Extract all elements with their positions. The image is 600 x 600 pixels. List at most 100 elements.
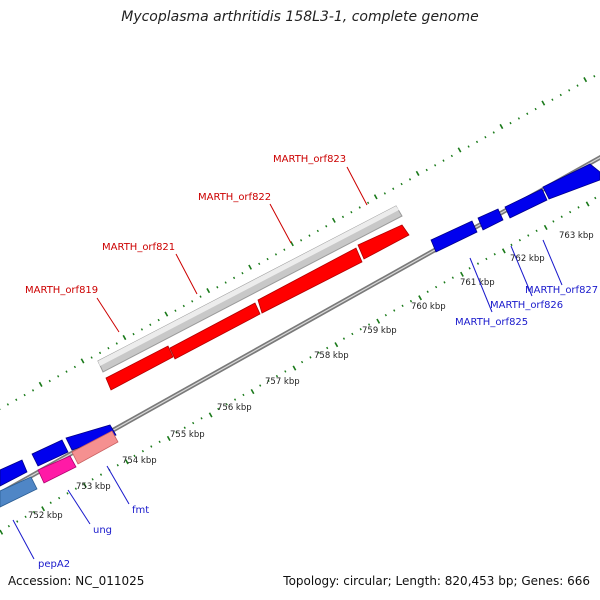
outer-ring-tick bbox=[367, 201, 370, 205]
inner-ring-tick bbox=[192, 421, 195, 425]
label-marth-orf821[interactable]: MARTH_orf821 bbox=[102, 242, 175, 253]
inner-ring-tick bbox=[133, 454, 136, 458]
inner-ring-tick bbox=[501, 248, 506, 254]
inner-ring-tick bbox=[359, 328, 362, 331]
outer-ring-tick bbox=[65, 370, 68, 373]
outer-ring-tick bbox=[248, 264, 253, 270]
outer-ring-tick bbox=[274, 253, 278, 256]
outer-ring-tick bbox=[191, 300, 194, 303]
inner-ring-tick bbox=[543, 224, 548, 230]
inner-ring-tick bbox=[259, 384, 262, 387]
outer-ring-tick bbox=[122, 334, 127, 341]
inner-ring-tick bbox=[49, 501, 52, 504]
inner-ring-tick bbox=[284, 370, 287, 373]
outer-ring-tick bbox=[23, 393, 26, 397]
feature-marth-orf819[interactable] bbox=[105, 345, 174, 391]
feature-left-blue-1[interactable] bbox=[0, 459, 28, 487]
tick-label-758: 758 kbp bbox=[314, 351, 349, 361]
inner-ring-tick bbox=[409, 299, 413, 303]
outer-ring-tick bbox=[551, 98, 554, 101]
inner-ring-tick bbox=[460, 271, 464, 277]
inner-ring-tick bbox=[585, 201, 590, 207]
label-ung[interactable]: ung bbox=[93, 525, 112, 536]
outer-ring-tick bbox=[408, 178, 412, 181]
inner-ring-tick bbox=[577, 206, 580, 209]
leader-pepA2 bbox=[12, 519, 35, 560]
feature-left-blue-3[interactable] bbox=[65, 424, 117, 451]
label-marth-orf822[interactable]: MARTH_orf822 bbox=[198, 192, 271, 203]
outer-ring-tick bbox=[38, 381, 43, 387]
outer-ring-tick bbox=[283, 248, 286, 251]
feature-fmt[interactable] bbox=[71, 430, 119, 465]
inner-ring-tick bbox=[485, 257, 488, 261]
outer-ring-tick bbox=[98, 351, 102, 355]
outer-ring-tick bbox=[232, 276, 236, 280]
tick-label-753: 753 kbp bbox=[76, 482, 111, 492]
inner-ring-tick bbox=[334, 342, 339, 348]
label-fmt[interactable]: fmt bbox=[132, 505, 149, 516]
feature-left-blue-2[interactable] bbox=[31, 439, 69, 467]
tick-label-759: 759 kbp bbox=[362, 326, 397, 336]
inner-ring-tick bbox=[451, 276, 454, 279]
outer-ring-tick bbox=[132, 332, 135, 336]
feature-marth-orf827[interactable] bbox=[504, 188, 548, 219]
outer-ring-tick bbox=[157, 318, 160, 322]
label-marth-orf825[interactable]: MARTH_orf825 bbox=[455, 317, 528, 328]
feature-orf-edge[interactable] bbox=[542, 163, 600, 200]
feature-marth-orf826[interactable] bbox=[477, 208, 504, 231]
label-marth-orf826[interactable]: MARTH_orf826 bbox=[490, 300, 563, 311]
feature-marth-orf822[interactable] bbox=[257, 247, 363, 314]
outer-ring-tick bbox=[434, 164, 437, 167]
outer-ring-tick bbox=[583, 77, 588, 83]
outer-ring-tick bbox=[400, 182, 403, 186]
tick-label-761: 761 kbp bbox=[460, 278, 495, 288]
inner-ring-tick bbox=[24, 515, 27, 519]
outer-ring-tick bbox=[415, 170, 420, 176]
feature-marth-orf825[interactable] bbox=[430, 220, 478, 253]
label-marth-orf819[interactable]: MARTH_orf819 bbox=[25, 285, 98, 296]
inner-ring-tick bbox=[326, 346, 329, 350]
inner-ring-tick bbox=[518, 238, 521, 242]
outer-ring-tick bbox=[57, 375, 60, 378]
outer-ring-tick bbox=[568, 89, 571, 92]
label-pepA2[interactable]: pepA2 bbox=[38, 559, 70, 570]
outer-ring-tick bbox=[216, 286, 219, 289]
inner-ring-tick bbox=[200, 417, 203, 420]
outer-ring-tick bbox=[31, 389, 35, 392]
outer-ring-tick bbox=[484, 135, 487, 139]
label-marth-orf823[interactable]: MARTH_orf823 bbox=[273, 154, 346, 165]
outer-ring-tick bbox=[140, 328, 144, 331]
inner-ring-tick bbox=[158, 440, 161, 444]
inner-ring-tick bbox=[83, 482, 87, 488]
inner-ring-tick bbox=[594, 196, 597, 200]
outer-ring-tick bbox=[316, 229, 319, 233]
inner-ring-tick bbox=[476, 262, 480, 265]
outer-ring-tick bbox=[341, 215, 345, 219]
outer-ring-tick bbox=[164, 311, 169, 317]
inner-ring-tick bbox=[367, 323, 371, 326]
leader-marth-orf827 bbox=[542, 239, 563, 286]
inner-ring-tick bbox=[493, 253, 496, 256]
outer-ring-tick bbox=[593, 75, 596, 78]
feature-marth-orf823[interactable] bbox=[357, 224, 410, 260]
outer-ring-tick bbox=[526, 112, 529, 115]
feature-marth-orf821[interactable] bbox=[169, 302, 261, 360]
outer-ring-tick bbox=[115, 342, 118, 345]
outer-ring-tick bbox=[174, 309, 177, 312]
feature-pepA2[interactable] bbox=[0, 476, 38, 508]
inner-ring-tick bbox=[208, 412, 213, 418]
inner-ring-tick bbox=[384, 313, 387, 317]
inner-ring-tick bbox=[468, 267, 471, 270]
outer-ring-tick bbox=[224, 281, 227, 284]
leader-marth-orf821 bbox=[175, 253, 198, 295]
feature-ung[interactable] bbox=[37, 455, 77, 484]
outer-ring-tick bbox=[149, 323, 152, 326]
inner-ring-tick bbox=[250, 388, 255, 395]
label-marth-orf827[interactable]: MARTH_orf827 bbox=[525, 285, 598, 296]
outer-ring-tick bbox=[299, 239, 303, 242]
outer-ring-tick bbox=[199, 295, 202, 298]
outer-ring-tick bbox=[383, 192, 386, 195]
outer-ring-tick bbox=[499, 123, 504, 130]
outer-ring-tick bbox=[48, 379, 51, 383]
inner-ring-tick bbox=[116, 464, 119, 467]
